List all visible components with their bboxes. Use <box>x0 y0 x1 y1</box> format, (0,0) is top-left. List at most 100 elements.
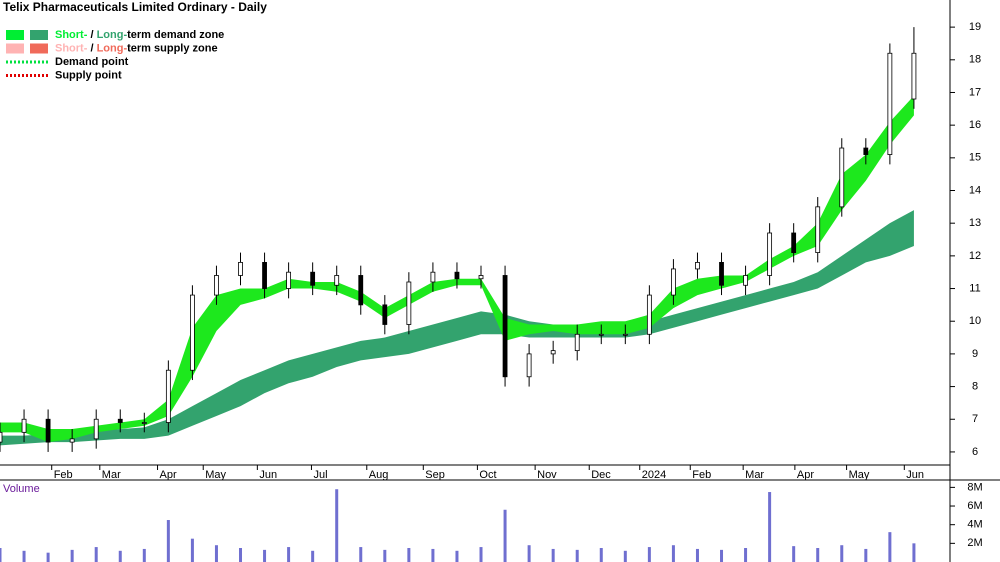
candle-body <box>310 271 316 286</box>
candle-body <box>141 422 147 424</box>
volume-bar <box>768 492 772 562</box>
legend-text: term supply zone <box>127 42 217 54</box>
candle-body <box>358 275 364 306</box>
y-tick-label: 7 <box>972 413 978 425</box>
candle-body <box>165 369 171 423</box>
y-tick-label: 8 <box>972 380 978 392</box>
candle-body <box>262 261 267 289</box>
volume-bar <box>70 549 74 562</box>
y-tick-label: 11 <box>969 282 980 294</box>
y-tick-label: 8M <box>967 481 982 493</box>
x-tick-label: Nov <box>537 469 557 481</box>
legend-long: Long- <box>97 29 128 41</box>
candle-body <box>791 232 797 253</box>
volume-bar <box>239 548 243 562</box>
x-tick-label: May <box>205 469 226 481</box>
volume-bar <box>214 545 218 562</box>
y-tick-label: 10 <box>969 315 981 327</box>
y-tick-label: 15 <box>969 152 981 164</box>
y-tick-label: 17 <box>969 86 981 98</box>
y-tick-label: 13 <box>969 217 981 229</box>
x-tick-label: Apr <box>797 469 814 481</box>
x-tick-label: 2024 <box>642 469 666 481</box>
candle-body <box>695 261 700 270</box>
x-tick-label: Mar <box>102 469 121 481</box>
candle-body <box>550 350 556 355</box>
y-tick-label: 19 <box>969 21 981 33</box>
volume-bar <box>46 552 50 562</box>
y-tick-label: 6M <box>967 500 982 512</box>
volume-bar <box>0 548 2 562</box>
volume-bar <box>287 547 291 562</box>
candle-body <box>574 333 580 352</box>
legend-sep: / <box>87 42 96 54</box>
volume-bar <box>455 550 459 562</box>
y-tick-label: 12 <box>969 250 981 262</box>
legend-long: Long- <box>97 42 128 54</box>
legend-sep: / <box>87 29 96 41</box>
candle-body <box>767 232 773 276</box>
candle-body <box>117 418 123 423</box>
candle-body <box>839 147 845 208</box>
candle-body <box>45 418 51 443</box>
volume-bar <box>335 489 339 562</box>
candle-body <box>430 271 436 283</box>
x-tick-label: Jun <box>906 469 924 481</box>
x-tick-label: Apr <box>160 469 177 481</box>
candle-body <box>190 294 195 371</box>
volume-bar <box>671 545 675 562</box>
x-tick-label: Jun <box>259 469 277 481</box>
legend-label: Supply point <box>55 69 122 81</box>
candle-body <box>69 438 75 443</box>
volume-bar <box>311 550 315 562</box>
volume-bar <box>575 549 579 562</box>
candle-body <box>382 304 388 325</box>
legend-swatch <box>6 43 24 54</box>
volume-bar <box>840 545 844 562</box>
volume-bar <box>864 548 868 562</box>
volume-bar <box>647 547 651 562</box>
y-tick-label: 9 <box>972 348 978 360</box>
volume-bar <box>695 548 699 562</box>
volume-bar <box>816 548 820 562</box>
legend-short: Short- <box>55 29 88 41</box>
zone-area <box>0 210 914 446</box>
volume-bar <box>118 550 122 562</box>
y-tick-label: 14 <box>969 184 981 196</box>
candle-body <box>238 261 243 276</box>
candle-body <box>478 275 484 280</box>
x-tick-label: Jul <box>313 469 327 481</box>
legend-swatch <box>6 30 24 40</box>
candle-body <box>502 275 508 378</box>
x-tick-label: Feb <box>692 469 711 481</box>
y-tick-label: 6 <box>972 446 978 458</box>
volume-bar <box>190 538 194 562</box>
legend-text: term demand zone <box>127 29 224 41</box>
volume-bar <box>503 509 507 562</box>
volume-bar <box>166 520 170 562</box>
volume-bar <box>383 549 387 562</box>
candle-body <box>454 271 460 280</box>
candle-body <box>21 418 27 433</box>
legend-short: Short- <box>55 42 88 54</box>
candle-body <box>815 206 821 253</box>
legend-label: Demand point <box>55 56 129 68</box>
candle-body <box>887 52 893 155</box>
volume-bar <box>599 548 603 562</box>
candle-body <box>622 333 628 336</box>
volume-bar <box>744 548 748 562</box>
candle-body <box>93 418 99 440</box>
legend-swatch <box>30 43 48 54</box>
candle-body <box>0 431 3 443</box>
candle-body <box>911 52 917 100</box>
x-tick-label: Mar <box>745 469 764 481</box>
candle-body <box>406 281 412 325</box>
candle-body <box>863 147 869 155</box>
candle-body <box>719 261 724 286</box>
volume-bar <box>263 549 267 562</box>
x-tick-label: Oct <box>479 469 496 481</box>
candle-body <box>214 275 219 296</box>
x-tick-label: Sep <box>425 469 445 481</box>
